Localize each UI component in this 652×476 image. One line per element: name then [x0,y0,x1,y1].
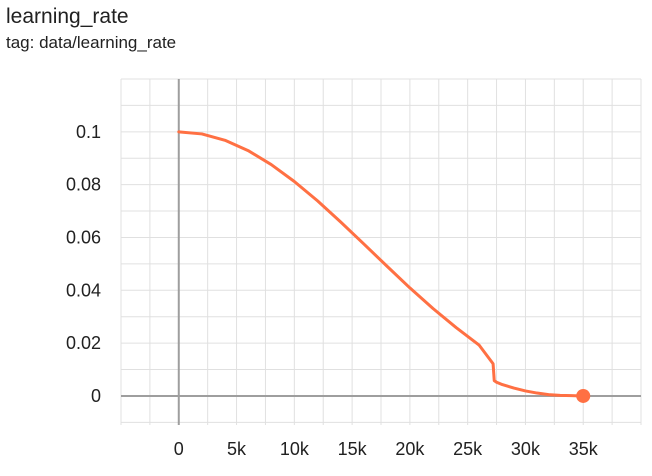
x-tick-label: 0 [174,439,184,459]
y-tick-label: 0.06 [66,227,101,247]
x-tick-label: 30k [511,439,541,459]
x-tick-label: 5k [227,439,247,459]
chart-title: learning_rate [6,5,129,28]
x-tick-label: 35k [569,439,599,459]
series-layer [177,130,591,403]
x-tick-label: 25k [453,439,483,459]
y-tick-label: 0.08 [66,175,101,195]
y-tick-label: 0.04 [66,280,101,300]
y-tick-label: 0 [91,386,101,406]
y-tick-label: 0.1 [76,122,101,142]
last-point-marker[interactable] [576,388,591,403]
grid-lines [120,78,642,425]
series-line[interactable] [177,130,585,398]
x-tick-label: 10k [280,439,310,459]
x-tick-label: 20k [395,439,425,459]
chart-header: learning_rate tag: data/learning_rate [6,4,176,54]
y-tick-label: 0.02 [66,333,101,353]
tick-labels: 0 5k 10k 15k 20k 25k 30k 35k 0 0.02 0.04 0.06 0.08 0.… [66,122,599,459]
x-tick-label: 15k [338,439,368,459]
chart-subtitle: tag: data/learning_rate [6,33,177,52]
